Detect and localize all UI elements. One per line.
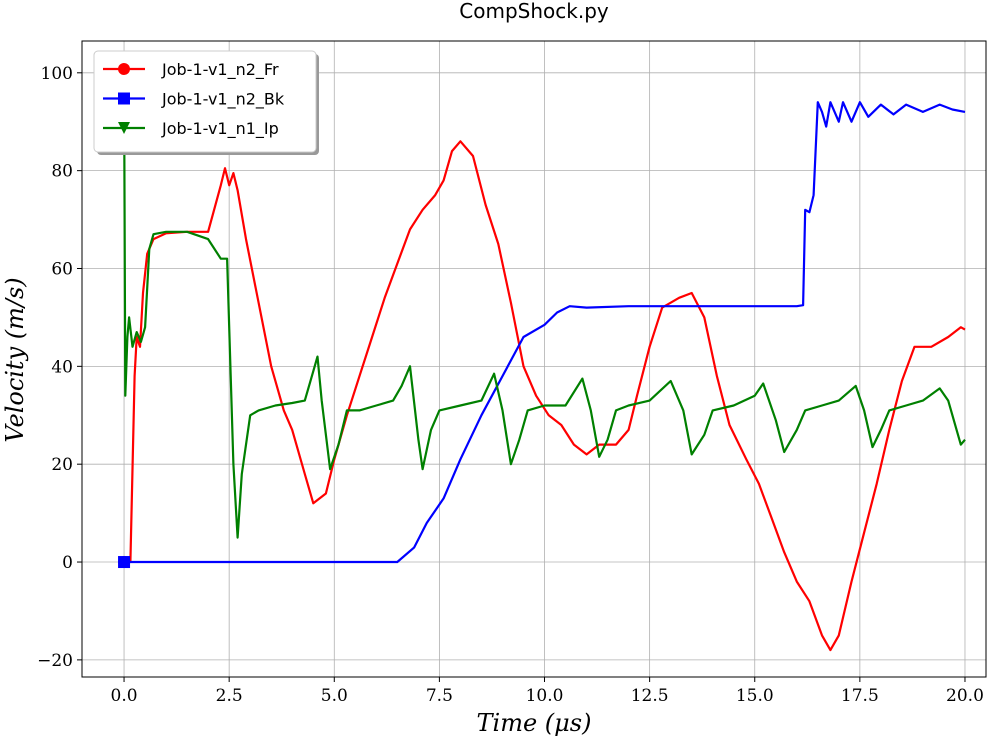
chart-title: CompShock.py (459, 0, 609, 23)
legend-marker-2 (118, 122, 130, 134)
y-tick-label: 100 (41, 64, 73, 84)
y-tick-label: 40 (51, 357, 73, 377)
x-axis-label: Time (μs) (477, 709, 592, 737)
x-tick-label: 12.5 (631, 686, 669, 706)
y-tick-label: 20 (51, 455, 73, 475)
legend-box (93, 50, 317, 153)
x-tick-label: 0.0 (111, 686, 138, 706)
ticks: 0.0 2.5 5.0 7.5 10.0 12.5 15.0 17.5 20.0 −20 0 20 40… (37, 64, 984, 706)
x-tick-label: 2.5 (216, 686, 243, 706)
x-tick-label: 10.0 (526, 686, 564, 706)
x-tick-label: 7.5 (426, 686, 453, 706)
legend-marker-1 (118, 92, 130, 105)
y-axis-label: Velocity (m/s) (1, 277, 29, 442)
series-line-2 (122, 67, 966, 539)
plot-frame (81, 40, 987, 678)
legend-marker-0 (118, 63, 130, 75)
x-tick-label: 5.0 (321, 686, 348, 706)
series-line-1 (124, 101, 966, 564)
x-tick-label: 20.0 (946, 686, 984, 706)
series-marker-1 (118, 556, 131, 569)
x-tick-label: 17.5 (841, 686, 879, 706)
legend-label-2: Job-1-v1_n1_Ip (161, 119, 279, 139)
y-tick-label: 80 (51, 162, 73, 182)
y-tick-label: 0 (62, 553, 73, 573)
y-tick-label: 60 (51, 259, 73, 279)
series-line-0 (124, 140, 966, 652)
y-tick-label: −20 (37, 651, 73, 671)
legend-label-0: Job-1-v1_n2_Fr (161, 60, 279, 80)
x-tick-label: 15.0 (736, 686, 774, 706)
legend: Job-1-v1_n2_Fr Job-1-v1_n2_Bk Job-1-v1_n1_… (93, 50, 319, 155)
legend-label-1: Job-1-v1_n2_Bk (161, 90, 285, 110)
